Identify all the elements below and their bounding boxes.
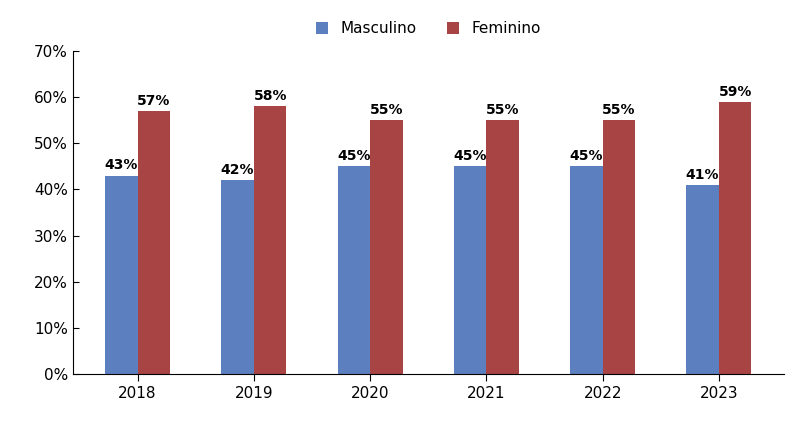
Bar — [686, 185, 719, 374]
Text: 43%: 43% — [104, 159, 138, 173]
Bar — [603, 120, 635, 374]
Bar — [338, 166, 370, 374]
Text: 45%: 45% — [337, 149, 371, 163]
Text: 42%: 42% — [221, 163, 255, 177]
Text: 45%: 45% — [570, 149, 603, 163]
Bar — [370, 120, 402, 374]
Bar — [105, 176, 137, 374]
Bar — [454, 166, 486, 374]
Bar — [486, 120, 519, 374]
Text: 55%: 55% — [369, 103, 403, 117]
Text: 55%: 55% — [486, 103, 520, 117]
Text: 41%: 41% — [686, 167, 719, 181]
Text: 55%: 55% — [602, 103, 636, 117]
Legend: Masculino, Feminino: Masculino, Feminino — [311, 17, 545, 41]
Bar — [254, 106, 286, 374]
Bar — [570, 166, 603, 374]
Bar — [137, 111, 170, 374]
Text: 45%: 45% — [453, 149, 487, 163]
Text: 58%: 58% — [254, 89, 287, 103]
Bar — [719, 102, 751, 374]
Bar — [221, 180, 254, 374]
Text: 59%: 59% — [718, 85, 752, 99]
Text: 57%: 57% — [137, 94, 170, 108]
